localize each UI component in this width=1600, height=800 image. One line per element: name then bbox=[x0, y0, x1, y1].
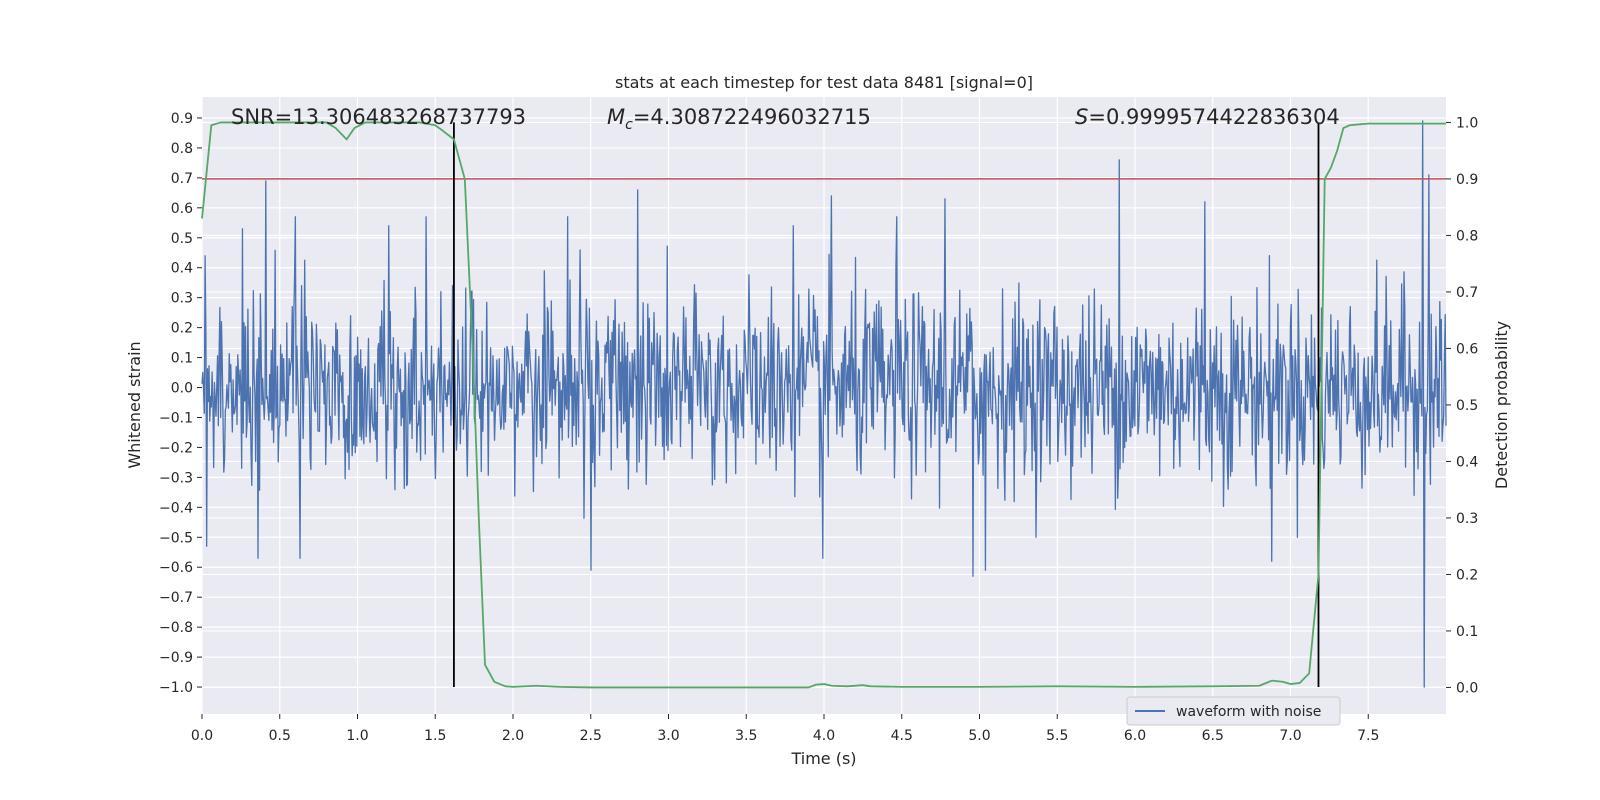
x-tick-label: 1.0 bbox=[346, 728, 368, 744]
axes: 0.0 0.5 1.0 1.5 2.0 2.5 3.0 3.5 4.0 4.5 5.0 5.5 6.0 6… bbox=[159, 111, 1478, 744]
x-tick-label: 4.0 bbox=[813, 728, 835, 744]
right-y-tick-label: 0.9 bbox=[1456, 172, 1478, 188]
left-y-axis-label: Whitened strain bbox=[125, 341, 144, 468]
chart-title: stats at each timestep for test data 848… bbox=[615, 73, 1033, 92]
left-y-tick-label: −0.6 bbox=[159, 560, 193, 576]
left-y-tick-label: 0.9 bbox=[171, 111, 193, 127]
right-y-tick-label: 0.6 bbox=[1456, 341, 1478, 357]
x-tick-label: 6.0 bbox=[1124, 728, 1146, 744]
x-tick-label: 7.0 bbox=[1279, 728, 1301, 744]
chirp-mass-annotation: Mc=4.308722496032715 bbox=[607, 105, 871, 133]
detection-probability-line bbox=[201, 121, 1446, 689]
left-y-tick-label: −0.2 bbox=[159, 440, 193, 456]
left-y-tick-label: −0.9 bbox=[159, 650, 193, 666]
left-y-tick-label: 0.1 bbox=[171, 351, 193, 367]
left-y-tick-label: −0.4 bbox=[159, 500, 193, 516]
right-y-tick-label: 0.2 bbox=[1456, 567, 1478, 583]
left-y-tick-label: −0.3 bbox=[159, 470, 193, 486]
reference-lines bbox=[202, 122, 1446, 688]
legend: waveform with noise bbox=[1126, 696, 1341, 726]
x-axis-label: Time (s) bbox=[790, 749, 856, 768]
left-y-tick-label: 0.7 bbox=[171, 171, 193, 187]
x-tick-label: 0.0 bbox=[191, 728, 213, 744]
x-tick-label: 2.0 bbox=[502, 728, 524, 744]
right-y-tick-label: 0.3 bbox=[1456, 511, 1478, 527]
legend-box bbox=[1126, 696, 1341, 726]
left-y-tick-label: 0.4 bbox=[171, 261, 193, 277]
s-annotation: S=0.9999574422836304 bbox=[1075, 105, 1340, 129]
left-y-tick-label: 0.2 bbox=[171, 321, 193, 337]
right-y-tick-label: 0.4 bbox=[1456, 454, 1478, 470]
waveform-line bbox=[201, 120, 1447, 688]
x-tick-label: 3.0 bbox=[657, 728, 679, 744]
legend-label: waveform with noise bbox=[1176, 704, 1321, 720]
x-tick-label: 6.5 bbox=[1202, 728, 1224, 744]
right-y-axis-label: Detection probability bbox=[1492, 321, 1511, 489]
left-y-tick-label: −0.7 bbox=[159, 590, 193, 606]
x-tick-label: 7.5 bbox=[1357, 728, 1379, 744]
left-y-tick-label: 0.5 bbox=[171, 231, 193, 247]
x-tick-label: 3.5 bbox=[735, 728, 757, 744]
x-tick-label: 0.5 bbox=[269, 728, 291, 744]
x-tick-label: 4.5 bbox=[891, 728, 913, 744]
x-tick-label: 5.5 bbox=[1046, 728, 1068, 744]
right-y-tick-label: 0.8 bbox=[1456, 228, 1478, 244]
left-y-tick-label: 0.6 bbox=[171, 201, 193, 217]
detection-probability-series bbox=[201, 121, 1446, 689]
snr-annotation: SNR=13.306483268737793 bbox=[231, 105, 526, 129]
left-y-tick-label: −0.1 bbox=[159, 410, 193, 426]
right-y-tick-label: 0.7 bbox=[1456, 285, 1478, 301]
right-y-tick-label: 0.5 bbox=[1456, 398, 1478, 414]
waveform-with-noise-series bbox=[201, 120, 1447, 688]
x-tick-label: 2.5 bbox=[580, 728, 602, 744]
right-y-tick-label: 0.1 bbox=[1456, 624, 1478, 640]
x-tick-label: 1.5 bbox=[424, 728, 446, 744]
right-y-tick-label: 0.0 bbox=[1456, 680, 1478, 696]
right-y-tick-label: 1.0 bbox=[1456, 115, 1478, 131]
left-y-tick-label: 0.0 bbox=[171, 381, 193, 397]
left-y-tick-label: −0.8 bbox=[159, 620, 193, 636]
left-y-tick-label: 0.8 bbox=[171, 141, 193, 157]
left-y-tick-label: 0.3 bbox=[171, 291, 193, 307]
left-y-tick-label: −1.0 bbox=[159, 680, 193, 696]
left-y-tick-label: −0.5 bbox=[159, 530, 193, 546]
x-tick-label: 5.0 bbox=[968, 728, 990, 744]
